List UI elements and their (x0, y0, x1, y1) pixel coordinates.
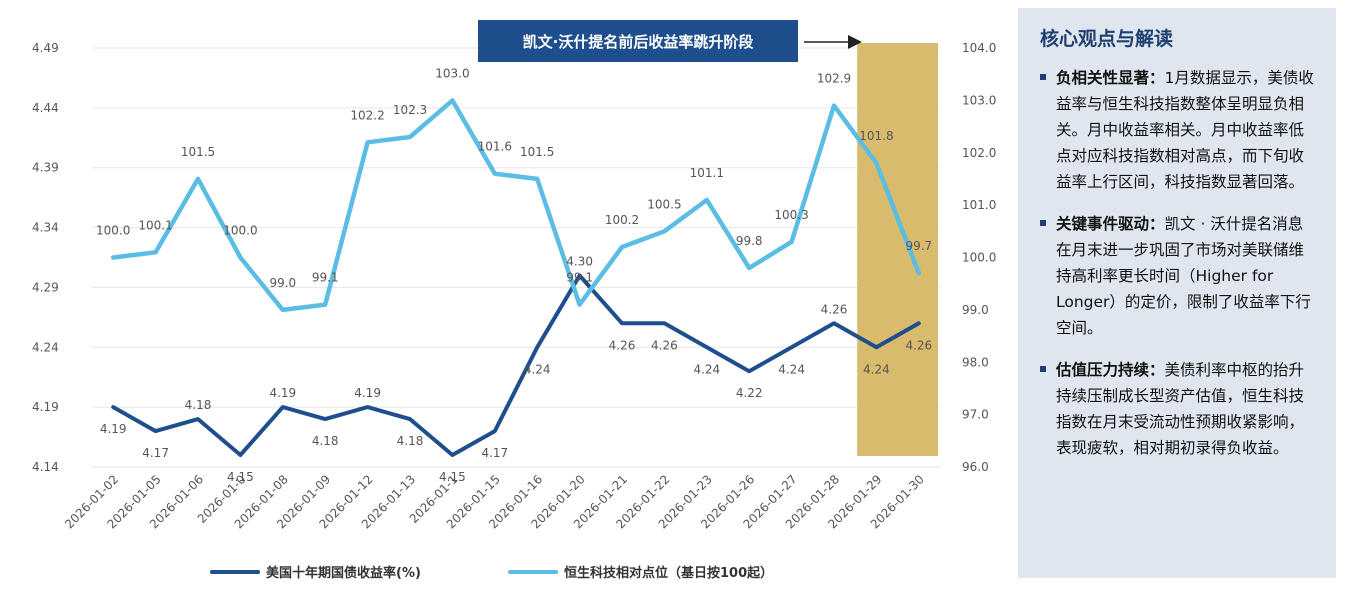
y-right-tick-label: 98.0 (962, 355, 989, 369)
data-label-yield: 4.19 (269, 386, 296, 400)
data-label-yield: 4.26 (609, 338, 636, 352)
data-label-hstech: 100.5 (647, 197, 681, 211)
data-label-yield: 4.26 (905, 338, 932, 352)
y-right-tick-label: 102.0 (962, 146, 996, 160)
point-3-body: 估值压力持续：美债利率中枢的抬升持续压制成长型资产估值，恒生科技指数在月末受流动… (1056, 357, 1318, 461)
panel-title: 核心观点与解读 (1040, 28, 1174, 50)
data-label-hstech: 101.1 (690, 166, 724, 180)
point-1: 负相关性显著：1月数据显示，美债收益率与恒生科技指数整体呈明显负相关。月中收益率… (1040, 65, 1318, 195)
data-label-hstech: 100.0 (96, 224, 130, 238)
data-label-yield: 4.24 (863, 362, 890, 376)
chart: 4.14 4.19 4.24 4.29 4.34 4.39 4.44 4.49 96.0 97.0… (32, 35, 996, 531)
highlight-band (857, 43, 938, 456)
data-label-yield: 4.15 (227, 470, 254, 484)
data-label-yield: 4.18 (185, 398, 212, 412)
data-label-hstech: 103.0 (435, 66, 469, 80)
data-label-yield: 4.15 (439, 470, 466, 484)
data-label-hstech: 101.6 (478, 140, 512, 154)
y-right-tick-label: 99.0 (962, 303, 989, 317)
y-right-tick-label: 104.0 (962, 41, 996, 55)
data-label-yield: 4.19 (354, 386, 381, 400)
data-label-yield: 4.19 (100, 422, 127, 436)
data-label-yield: 4.24 (693, 362, 720, 376)
data-label-hstech: 100.3 (774, 208, 808, 222)
y-right-tick-label: 100.0 (962, 251, 996, 265)
y-left-tick-label: 4.49 (32, 41, 59, 55)
data-label-hstech: 99.1 (312, 271, 339, 285)
y-left-tick-label: 4.34 (32, 221, 59, 235)
point-2-text: 凯文 · 沃什提名消息在月末进一步巩固了市场对美联储维持高利率更长时间（High… (1056, 215, 1311, 337)
data-label-hstech: 100.1 (138, 218, 172, 232)
data-label-yield: 4.24 (524, 362, 551, 376)
data-label-yield: 4.18 (397, 434, 424, 448)
data-label-yield: 4.17 (481, 446, 508, 460)
point-3: 估值压力持续：美债利率中枢的抬升持续压制成长型资产估值，恒生科技指数在月末受流动… (1040, 357, 1318, 461)
callout-label: 凯文·沃什提名前后收益率跳升阶段 (522, 32, 754, 51)
data-label-yield: 4.24 (778, 362, 805, 376)
y-left-tick-label: 4.44 (32, 101, 59, 115)
data-label-hstech: 101.5 (520, 145, 554, 159)
y-left-tick-label: 4.29 (32, 280, 59, 294)
y-left-tick-label: 4.24 (32, 340, 59, 354)
legend-item-hstech: 恒生科技相对点位（基日按100起） (508, 562, 773, 581)
point-1-title: 负相关性显著： (1056, 69, 1165, 87)
point-1-text: 1月数据显示，美债收益率与恒生科技指数整体呈明显负相关。月中收益率相关。月中收益… (1056, 69, 1314, 191)
data-label-yield: 4.26 (651, 338, 678, 352)
data-label-hstech: 99.8 (736, 234, 763, 248)
bullet-icon (1040, 220, 1046, 226)
data-label-hstech: 99.7 (905, 239, 932, 253)
point-2: 关键事件驱动：凯文 · 沃什提名消息在月末进一步巩固了市场对美联储维持高利率更长… (1040, 211, 1318, 341)
data-label-hstech: 100.0 (223, 224, 257, 238)
data-label-hstech: 101.8 (859, 129, 893, 143)
data-label-hstech: 99.0 (269, 276, 296, 290)
data-label-yield: 4.17 (142, 446, 169, 460)
legend-swatch-hstech (508, 569, 558, 574)
bullet-icon (1040, 74, 1046, 80)
y-left-tick-label: 4.39 (32, 161, 59, 175)
y-right-tick-label: 97.0 (962, 408, 989, 422)
data-label-yield: 4.30 (566, 254, 593, 268)
point-3-text: 美债利率中枢的抬升持续压制成长型资产估值，恒生科技指数在月末受流动性预期收紧影响… (1056, 361, 1305, 457)
data-label-yield: 4.22 (736, 386, 763, 400)
series-line-hstech (110, 98, 922, 313)
y-left-tick-label: 4.14 (32, 460, 59, 474)
bullet-icon (1040, 366, 1046, 372)
point-2-title: 关键事件驱动： (1056, 215, 1165, 233)
data-label-yield: 4.26 (821, 302, 848, 316)
y-left-tick-label: 4.19 (32, 400, 59, 414)
point-2-body: 关键事件驱动：凯文 · 沃什提名消息在月末进一步巩固了市场对美联储维持高利率更长… (1056, 211, 1318, 341)
callout-arrow-head (848, 35, 862, 49)
y-right-tick-label: 103.0 (962, 93, 996, 107)
data-label-yield: 4.18 (312, 434, 339, 448)
point-1-body: 负相关性显著：1月数据显示，美债收益率与恒生科技指数整体呈明显负相关。月中收益率… (1056, 65, 1318, 195)
callout-box: 凯文·沃什提名前后收益率跳升阶段 (478, 20, 798, 62)
y-right-tick-label: 96.0 (962, 460, 989, 474)
legend-swatch-yield (210, 569, 260, 574)
legend-item-yield: 美国十年期国债收益率(%) (210, 562, 421, 581)
data-label-hstech: 99.1 (566, 271, 593, 285)
data-label-hstech: 100.2 (605, 213, 639, 227)
legend-label-hstech: 恒生科技相对点位（基日按100起） (564, 566, 774, 581)
data-label-hstech: 102.9 (817, 72, 851, 86)
point-3-title: 估值压力持续： (1056, 361, 1165, 379)
y-right-tick-label: 101.0 (962, 198, 996, 212)
series-line-yield (111, 273, 921, 457)
data-label-hstech: 102.3 (393, 103, 427, 117)
data-label-hstech: 102.2 (350, 108, 384, 122)
data-label-hstech: 101.5 (181, 145, 215, 159)
insight-panel: 核心观点与解读 负相关性显著：1月数据显示，美债收益率与恒生科技指数整体呈明显负… (1018, 8, 1336, 578)
legend-label-yield: 美国十年期国债收益率(%) (266, 566, 421, 581)
